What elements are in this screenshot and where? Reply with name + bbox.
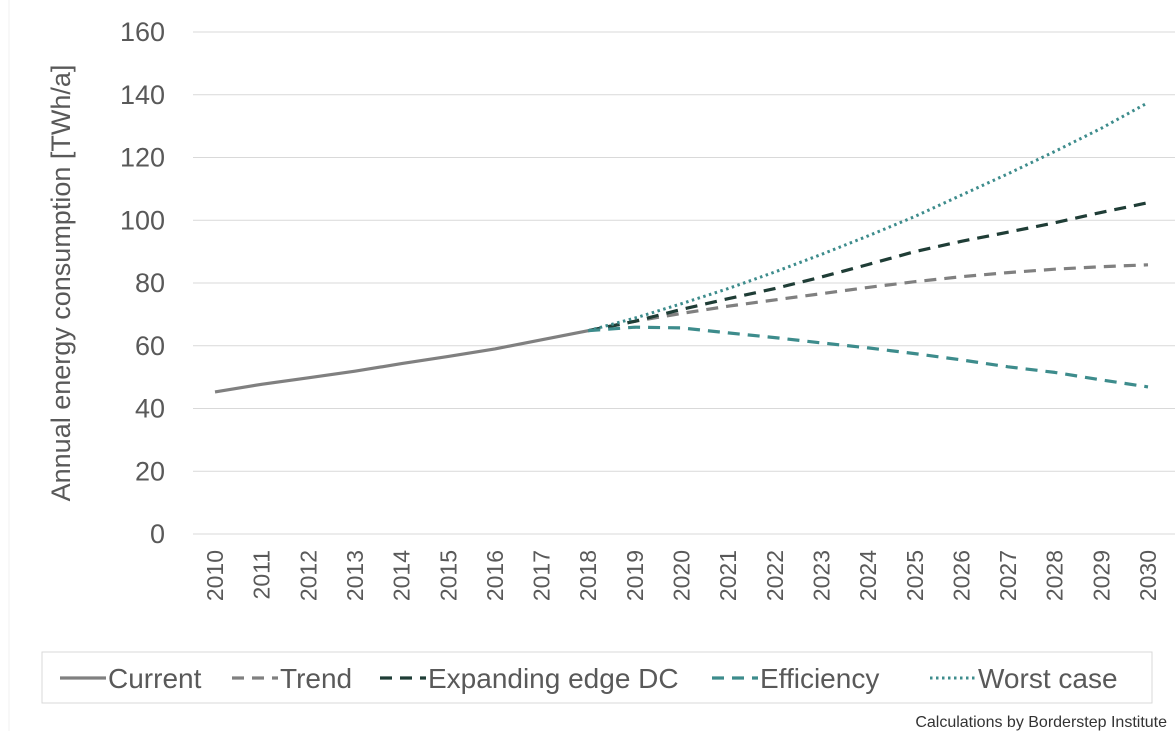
legend-label: Efficiency xyxy=(760,663,879,694)
series-line-trend xyxy=(587,263,1149,333)
y-tick-label: 120 xyxy=(120,143,165,173)
y-tick-label: 80 xyxy=(135,268,165,298)
x-tick-label: 2015 xyxy=(435,550,461,601)
legend: Current Trend Expanding edge DC Efficiency W… xyxy=(60,663,1118,694)
x-tick-label: 2014 xyxy=(389,550,415,601)
x-tick-label: 2016 xyxy=(482,550,508,601)
x-tick-label: 2021 xyxy=(715,550,741,601)
x-tick-label: 2028 xyxy=(1042,550,1068,601)
x-tick-label: 2020 xyxy=(669,550,695,601)
x-tick-label: 2018 xyxy=(575,550,601,601)
x-tick-label: 2030 xyxy=(1135,550,1161,601)
x-tick-label: 2024 xyxy=(855,550,881,601)
series-line-expanding-edge-dc xyxy=(587,201,1149,333)
credit-note: Calculations by Borderstep Institute xyxy=(915,714,1167,731)
x-axis-ticks: 2010 2011 2012 2013 2014 2015 2016 2017 2018 2019… xyxy=(202,550,1161,601)
x-tick-label: 2013 xyxy=(342,550,368,601)
y-tick-label: 0 xyxy=(150,519,165,549)
x-tick-label: 2026 xyxy=(948,550,974,601)
legend-label: Current xyxy=(108,663,202,694)
y-tick-label: 60 xyxy=(135,331,165,361)
x-tick-label: 2012 xyxy=(295,550,321,601)
y-tick-label: 40 xyxy=(135,394,165,424)
y-axis-ticks: 0 20 40 60 80 100 120 140 160 xyxy=(120,17,165,549)
x-tick-label: 2025 xyxy=(902,550,928,601)
series-lines xyxy=(214,101,1149,394)
legend-label: Trend xyxy=(280,663,352,694)
y-axis-label: Annual energy consumption [TWh/a] xyxy=(46,65,76,502)
x-tick-label: 2017 xyxy=(529,550,555,601)
x-tick-label: 2027 xyxy=(995,550,1021,601)
legend-label: Expanding edge DC xyxy=(428,663,679,694)
x-tick-label: 2022 xyxy=(762,550,788,601)
y-tick-label: 20 xyxy=(135,456,165,486)
x-tick-label: 2023 xyxy=(808,550,834,601)
y-tick-label: 100 xyxy=(120,205,165,235)
series-line-worst-case xyxy=(587,101,1149,333)
series-line-efficiency xyxy=(588,325,1149,389)
x-tick-label: 2011 xyxy=(249,550,275,599)
y-tick-label: 140 xyxy=(120,80,165,110)
series-line-current xyxy=(214,329,589,394)
y-tick-label: 160 xyxy=(120,17,165,47)
gridlines xyxy=(193,31,1175,535)
x-tick-label: 2019 xyxy=(622,550,648,601)
legend-label: Worst case xyxy=(978,663,1118,694)
x-tick-label: 2029 xyxy=(1088,550,1114,601)
x-tick-label: 2010 xyxy=(202,550,228,601)
